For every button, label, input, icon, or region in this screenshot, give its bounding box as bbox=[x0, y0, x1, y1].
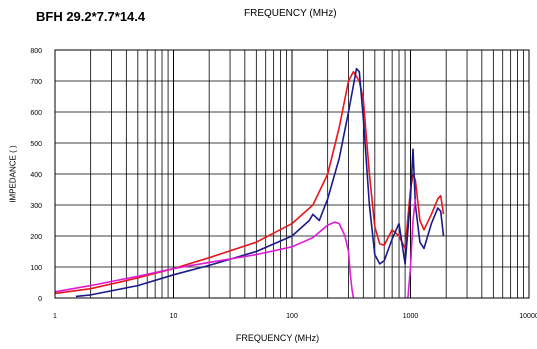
y-tick-label: 800 bbox=[30, 48, 42, 55]
grid bbox=[54, 49, 529, 299]
x-tick-label: 10000 bbox=[519, 313, 537, 320]
x-tick-label: 10 bbox=[170, 313, 178, 320]
y-tick-label: 100 bbox=[30, 265, 42, 272]
x-tick-label: 1000 bbox=[403, 313, 419, 320]
series-line-3 bbox=[407, 198, 417, 299]
top-axis-label: FREQUENCY (MHz) bbox=[244, 8, 337, 19]
y-tick-label: 0 bbox=[38, 296, 42, 303]
x-tick-label: 100 bbox=[286, 313, 298, 320]
series-line-2 bbox=[54, 221, 355, 299]
series-line-1 bbox=[75, 67, 445, 298]
y-tick-label: 300 bbox=[30, 203, 42, 210]
y-tick-label: 500 bbox=[30, 141, 42, 148]
y-tick-label: 600 bbox=[30, 110, 42, 117]
chart-title: BFH 29.2*7.7*14.4 bbox=[36, 9, 146, 24]
tick-labels: 0 100 200 300 400 500 600 700 800 1 10 100 1000 10000 bbox=[30, 48, 537, 320]
series-lines bbox=[54, 67, 445, 299]
y-tick-label: 400 bbox=[30, 172, 42, 179]
y-tick-label: 700 bbox=[30, 79, 42, 86]
plot-frame bbox=[54, 49, 530, 299]
y-tick-label: 200 bbox=[30, 234, 42, 241]
series-line-0 bbox=[54, 70, 445, 295]
x-tick-label: 1 bbox=[53, 313, 57, 320]
x-axis-label: FREQUENCY (MHz) bbox=[235, 333, 320, 343]
